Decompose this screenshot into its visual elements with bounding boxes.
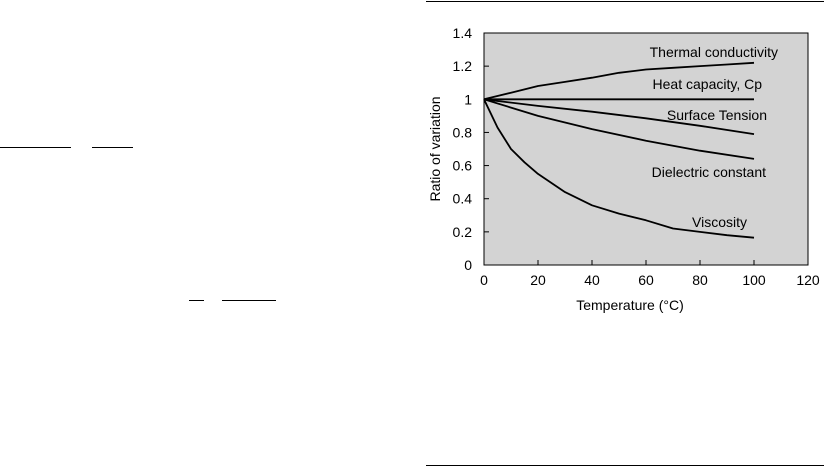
fraction-bar bbox=[92, 147, 133, 148]
figure-bottom-rule bbox=[426, 465, 824, 466]
x-tick-label: 100 bbox=[742, 272, 766, 288]
y-tick-label: 0.2 bbox=[453, 224, 473, 240]
figure-top-rule bbox=[426, 1, 824, 2]
y-tick-label: 0.8 bbox=[453, 124, 473, 140]
series-line-viscosity bbox=[483, 98, 755, 239]
series-label: Thermal conductivity bbox=[650, 44, 778, 60]
plot-area bbox=[483, 32, 809, 266]
x-tick-label: 80 bbox=[692, 272, 708, 288]
x-tick-label: 60 bbox=[638, 272, 654, 288]
series-label: Dielectric constant bbox=[652, 164, 766, 180]
y-axis-label: Ratio of variation bbox=[427, 96, 443, 201]
y-tick-label: 1 bbox=[464, 91, 472, 107]
y-tick-label: 1.2 bbox=[453, 58, 473, 74]
series-line-surface-tension bbox=[483, 98, 755, 135]
y-tick-label: 0.4 bbox=[453, 191, 473, 207]
series-label: Viscosity bbox=[692, 214, 747, 230]
x-axis-label: Temperature (°C) bbox=[576, 297, 684, 313]
x-tick-label: 20 bbox=[530, 272, 546, 288]
fraction-bar bbox=[0, 147, 71, 148]
y-tick-label: 0.6 bbox=[453, 158, 473, 174]
y-tick-label: 0 bbox=[464, 257, 472, 273]
series-line-thermal-conductivity bbox=[483, 61, 755, 101]
series-label: Heat capacity, Cp bbox=[653, 76, 763, 92]
series-label: Surface Tension bbox=[667, 107, 767, 123]
x-tick-label: 120 bbox=[796, 272, 820, 288]
series-line-dielectric-constant bbox=[483, 98, 755, 160]
fraction-bar bbox=[189, 300, 204, 301]
y-tick-label: 1.4 bbox=[453, 25, 473, 41]
x-tick-label: 0 bbox=[480, 272, 488, 288]
x-tick-label: 40 bbox=[584, 272, 600, 288]
fraction-bar bbox=[222, 300, 276, 301]
